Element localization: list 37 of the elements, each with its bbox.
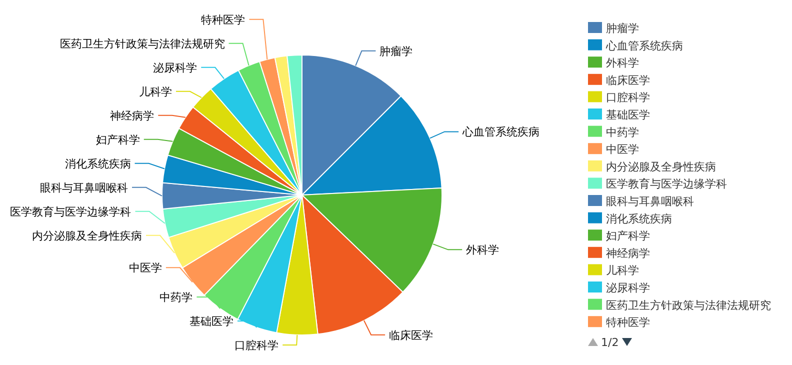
legend-label: 中医学: [606, 143, 639, 156]
legend-label: 外科学: [606, 56, 639, 70]
slice-label: 心血管系统疾病: [462, 126, 540, 139]
legend-label: 中药学: [606, 126, 639, 139]
slice-label: 中药学: [160, 291, 193, 304]
legend-label: 眼科与耳鼻咽喉科: [606, 195, 694, 208]
slice-label: 口腔科学: [234, 339, 279, 352]
slice-label: 内分泌腺及全身性疾病: [32, 229, 142, 242]
legend-label: 神经病学: [606, 246, 650, 260]
slice-label: 特种医学: [201, 13, 246, 26]
legend-label: 心血管系统疾病: [605, 39, 683, 52]
legend-label: 临床医学: [606, 74, 650, 87]
text: 1/2: [601, 336, 619, 349]
slice-label: 外科学: [466, 244, 500, 257]
slice-label: 医药卫生方针政策与法律法规研究: [60, 37, 225, 50]
slice-label: 基础医学: [189, 315, 234, 328]
legend-label: 消化系统疾病: [606, 212, 672, 226]
slice-label: 肿瘤学: [380, 44, 413, 58]
legend-label: 儿科学: [606, 264, 639, 278]
legend-label: 口腔科学: [606, 91, 650, 104]
slice-label: 临床医学: [389, 328, 434, 342]
slice-label: 泌尿科学: [153, 61, 198, 74]
slice-label: 眼科与耳鼻咽喉科: [40, 181, 128, 194]
legend-label: 基础医学: [606, 108, 650, 122]
slice-label: 神经病学: [110, 109, 154, 122]
legend-label: 肿瘤学: [606, 22, 639, 35]
legend-label: 妇产科学: [606, 230, 650, 243]
slice-label: 消化系统疾病: [64, 157, 131, 170]
legend-label: 医学教育与医学边缘学科: [606, 178, 727, 191]
slice-label: 儿科学: [138, 85, 172, 98]
slice-label: 医学教育与医学边缘学科: [10, 205, 132, 218]
legend-label: 医药卫生方针政策与法律法规研究: [606, 298, 771, 312]
legend-label: 泌尿科学: [606, 282, 650, 294]
slice-label: 妇产科学: [96, 133, 140, 146]
legend-label: 内分泌腺及全身性疾病: [606, 160, 716, 174]
legend-label: 特种医学: [606, 316, 650, 330]
slice-label: 中医学: [128, 262, 162, 275]
